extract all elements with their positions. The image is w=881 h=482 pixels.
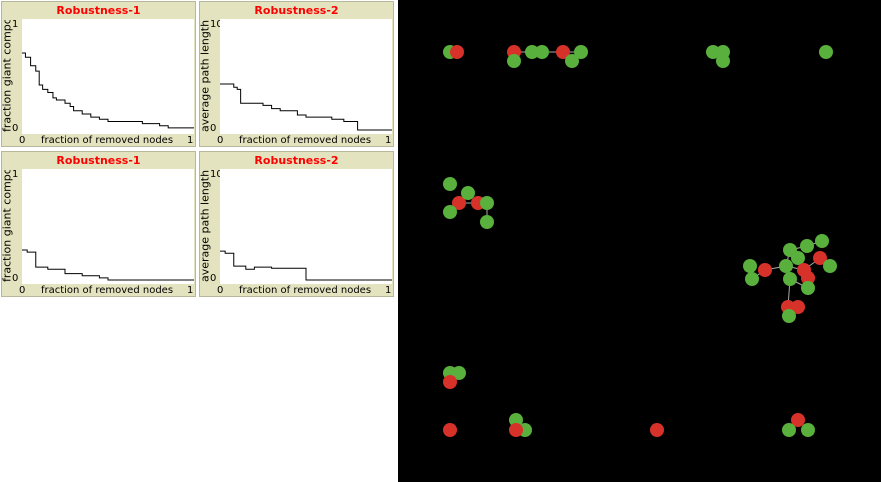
plot-svg — [220, 83, 392, 131]
node-green — [716, 54, 730, 68]
network-world-view[interactable] — [398, 0, 881, 482]
x-min-label: 0 — [217, 285, 224, 296]
x-min-label: 0 — [19, 285, 26, 296]
node-red — [450, 45, 464, 59]
plot-title: Robustness-2 — [254, 154, 339, 167]
node-green — [535, 45, 549, 59]
plot-svg — [22, 52, 194, 129]
x-axis-label: fraction of removed nodes — [238, 285, 372, 296]
node-green — [783, 272, 797, 286]
y-max-label: 1 — [12, 169, 19, 180]
node-red — [509, 423, 523, 437]
node-green — [819, 45, 833, 59]
node-green — [452, 366, 466, 380]
node-green — [480, 196, 494, 210]
node-green — [507, 54, 521, 68]
y-min-label: 0 — [210, 123, 217, 134]
node-red — [791, 300, 805, 314]
y-min-label: 0 — [210, 273, 217, 284]
series-line — [220, 250, 392, 281]
plot-svg — [220, 250, 392, 281]
x-max-label: 1 — [385, 135, 392, 146]
plot-robustness-1-bottom: Robustness-1 fraction giant component 1 … — [1, 151, 196, 297]
x-min-label: 0 — [19, 135, 26, 146]
node-red — [443, 423, 457, 437]
y-max-label: 10 — [210, 169, 223, 180]
node-green — [743, 259, 757, 273]
node-green — [443, 177, 457, 191]
node-green — [791, 251, 805, 265]
node-red — [452, 196, 466, 210]
series-line — [220, 83, 392, 131]
x-min-label: 0 — [217, 135, 224, 146]
node-green — [480, 215, 494, 229]
plot-svg — [22, 249, 194, 281]
plot-robustness-2-bottom: Robustness-2 average path length 10 0 0 … — [199, 151, 394, 297]
node-green — [800, 239, 814, 253]
x-axis-label: fraction of removed nodes — [40, 285, 174, 296]
node-red — [443, 375, 457, 389]
node-green — [779, 259, 793, 273]
node-green — [801, 423, 815, 437]
x-max-label: 1 — [187, 285, 194, 296]
plot-area — [220, 19, 392, 134]
node-green — [782, 423, 796, 437]
y-max-label: 1 — [12, 19, 19, 30]
node-green — [823, 259, 837, 273]
node-red — [791, 413, 805, 427]
y-min-label: 0 — [12, 273, 19, 284]
node-green — [801, 281, 815, 295]
y-max-label: 10 — [210, 19, 223, 30]
node-green — [815, 234, 829, 248]
x-max-label: 1 — [187, 135, 194, 146]
plot-title: Robustness-1 — [56, 4, 141, 17]
y-min-label: 0 — [12, 123, 19, 134]
plot-area — [22, 169, 194, 284]
plot-area — [220, 169, 392, 284]
node-green — [565, 54, 579, 68]
node-green — [745, 272, 759, 286]
x-axis-label: fraction of removed nodes — [238, 135, 372, 146]
plot-area — [22, 19, 194, 134]
series-line — [22, 52, 194, 129]
node-green — [574, 45, 588, 59]
x-max-label: 1 — [385, 285, 392, 296]
node-red — [758, 263, 772, 277]
node-green — [461, 186, 475, 200]
plot-title: Robustness-2 — [254, 4, 339, 17]
node-green — [782, 309, 796, 323]
plot-title: Robustness-1 — [56, 154, 141, 167]
series-line — [22, 249, 194, 281]
node-red — [650, 423, 664, 437]
plot-robustness-2-top: Robustness-2 average path length 10 0 0 … — [199, 1, 394, 147]
x-axis-label: fraction of removed nodes — [40, 135, 174, 146]
plot-robustness-1-top: Robustness-1 fraction giant component 1 … — [1, 1, 196, 147]
node-green — [443, 205, 457, 219]
